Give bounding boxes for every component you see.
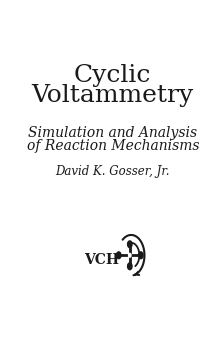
Text: VCH: VCH [84, 254, 119, 267]
Text: of Reaction Mechanisms: of Reaction Mechanisms [26, 139, 199, 153]
Circle shape [128, 241, 132, 248]
Circle shape [117, 252, 121, 259]
Text: David K. Gosser, Jr.: David K. Gosser, Jr. [55, 166, 170, 178]
Circle shape [139, 252, 143, 259]
Circle shape [128, 263, 132, 270]
Circle shape [128, 254, 131, 257]
Text: Simulation and Analysis: Simulation and Analysis [28, 126, 197, 140]
Text: Voltammetry: Voltammetry [32, 84, 194, 107]
Text: Cyclic: Cyclic [74, 64, 151, 87]
